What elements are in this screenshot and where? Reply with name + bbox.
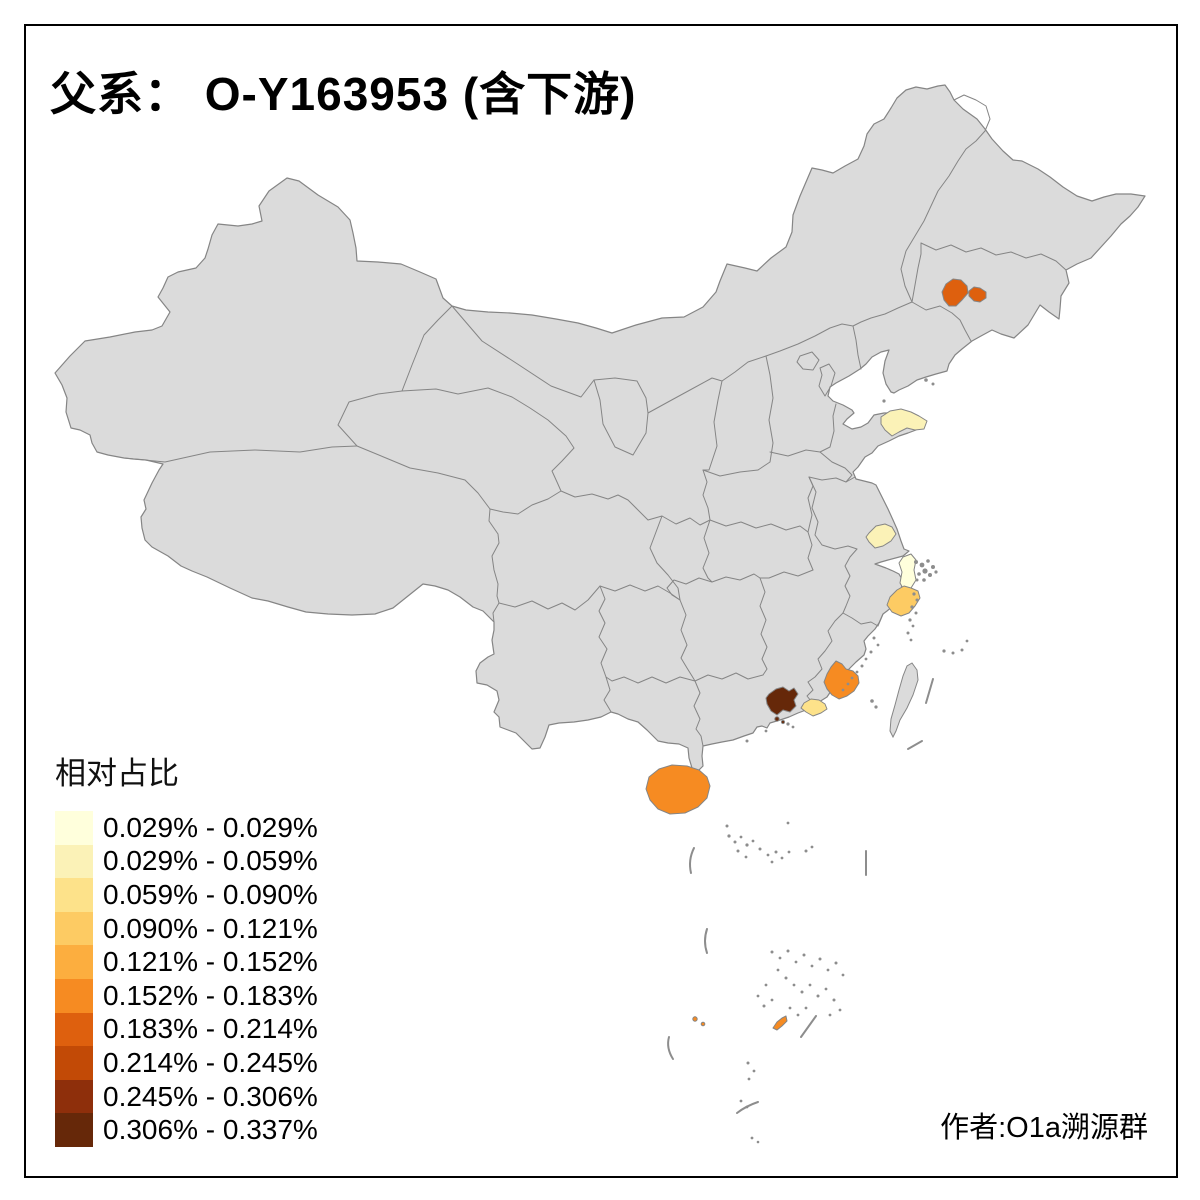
- region-hainan: [645, 764, 711, 815]
- region-xisha-dot-2: [700, 1021, 706, 1027]
- legend-label: 0.245% - 0.306%: [103, 1080, 318, 1112]
- legend-swatch: [55, 811, 93, 845]
- legend-swatch: [55, 911, 93, 946]
- legend-label: 0.152% - 0.183%: [103, 979, 318, 1011]
- legend-label: 0.121% - 0.152%: [103, 946, 318, 978]
- legend-item: 0.245% - 0.306%: [55, 1079, 318, 1114]
- legend-item: 0.183% - 0.214%: [55, 1012, 318, 1047]
- legend-label: 0.029% - 0.029%: [103, 811, 318, 843]
- attribution: 作者:O1a溯源群: [940, 1112, 1148, 1144]
- legend-swatch: [55, 1079, 93, 1114]
- legend-swatch: [55, 878, 93, 912]
- region-chaoshan: [800, 698, 828, 717]
- legend-item: 0.152% - 0.183%: [55, 978, 318, 1013]
- legend-item: 0.090% - 0.121%: [55, 911, 318, 946]
- legend-items: 0.029% - 0.029% 0.029% - 0.059% 0.059% - 0…: [55, 811, 318, 1147]
- region-guangdong-dot-1: [774, 716, 780, 722]
- legend-label: 0.183% - 0.214%: [103, 1013, 318, 1045]
- plot-frame: [24, 24, 1178, 1178]
- legend-label: 0.306% - 0.337%: [103, 1114, 318, 1146]
- page-title: 父系： O-Y163953 (含下游): [50, 68, 637, 120]
- island-specks: [725, 378, 969, 1144]
- region-xisha-dot-1: [692, 1016, 698, 1022]
- legend-swatch: [55, 978, 93, 1013]
- legend-item: 0.214% - 0.245%: [55, 1046, 318, 1080]
- region-shandong: [880, 408, 928, 437]
- taiwan-island: [889, 662, 919, 739]
- legend-item: 0.059% - 0.090%: [55, 878, 318, 912]
- region-guangdong-dot-2: [780, 719, 786, 725]
- legend-label: 0.214% - 0.245%: [103, 1046, 318, 1078]
- legend-item: 0.121% - 0.152%: [55, 945, 318, 979]
- region-guangdong-dark: [765, 686, 799, 716]
- legend-label: 0.029% - 0.059%: [103, 845, 318, 877]
- legend-swatch: [55, 1113, 93, 1147]
- region-jilin-east: [968, 286, 987, 303]
- legend-title: 相对占比: [55, 756, 179, 791]
- legend-label: 0.059% - 0.090%: [103, 878, 318, 910]
- legend-swatch: [55, 844, 93, 879]
- legend-swatch: [55, 1012, 93, 1047]
- legend-item: 0.029% - 0.029%: [55, 811, 318, 845]
- region-xisha-islet: [772, 1015, 788, 1031]
- legend-item: 0.029% - 0.059%: [55, 844, 318, 879]
- legend-label: 0.090% - 0.121%: [103, 912, 318, 944]
- province-borders: [123, 94, 1067, 747]
- region-jilin-west: [941, 278, 969, 307]
- legend-swatch: [55, 1046, 93, 1080]
- legend-item: 0.306% - 0.337%: [55, 1113, 318, 1147]
- legend-swatch: [55, 945, 93, 979]
- maritime-dash-lines: [667, 678, 934, 1114]
- region-jiangsu: [865, 523, 897, 549]
- region-fujian-south: [823, 660, 860, 700]
- legend: 相对占比 0.029% - 0.029% 0.029% - 0.059% 0.059…: [55, 748, 318, 1147]
- choropleth-regions: [645, 278, 987, 1031]
